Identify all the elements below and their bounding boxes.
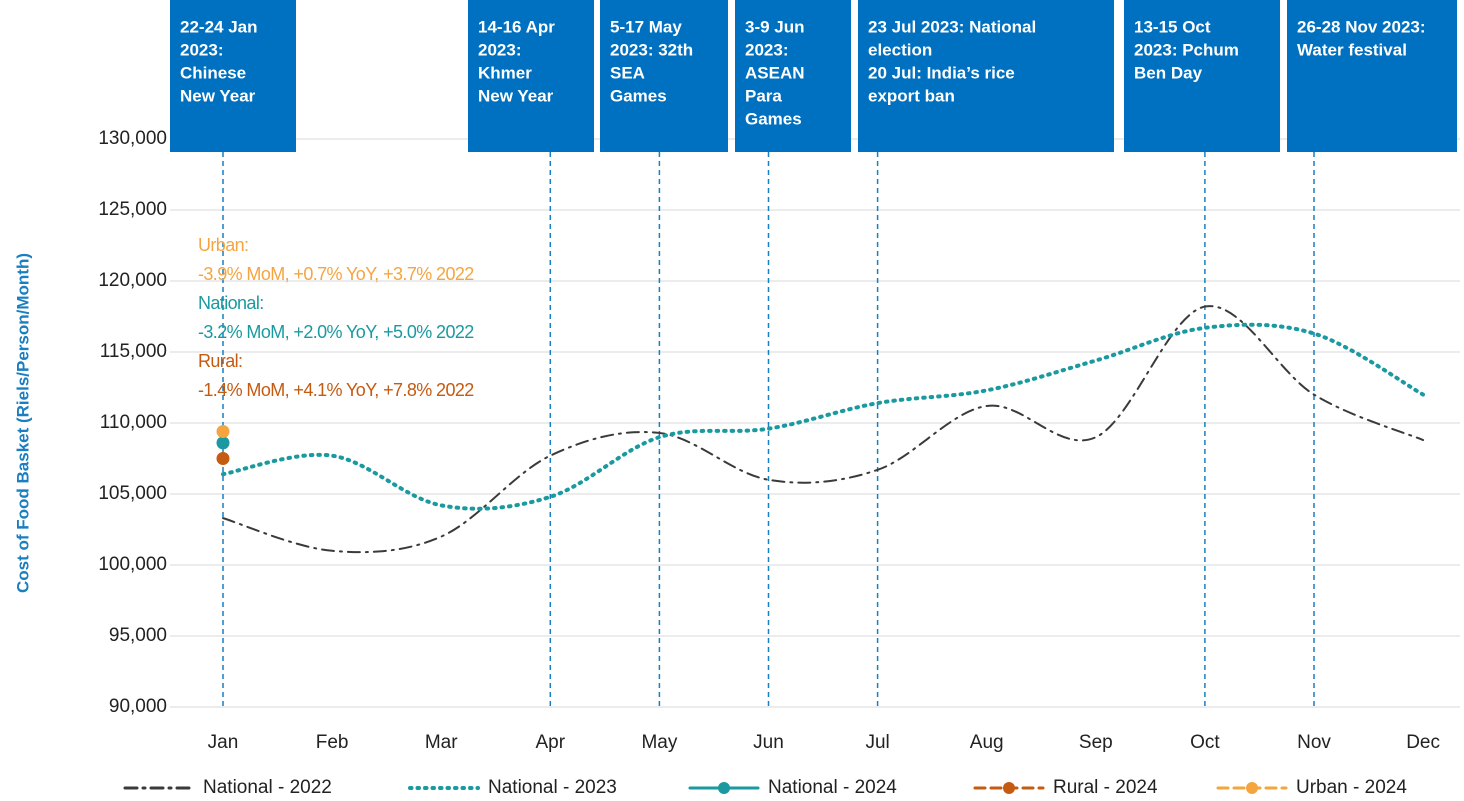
event-text: New Year	[478, 86, 554, 105]
x-tick-label: Dec	[1406, 732, 1440, 753]
note-text: -3.9% MoM, +0.7% YoY, +3.7% 2022	[198, 264, 474, 284]
y-tick-label: 90,000	[109, 696, 167, 717]
event-box	[858, 0, 1114, 152]
note-text: -1.4% MoM, +4.1% YoY, +7.8% 2022	[198, 380, 474, 400]
event-text: Games	[610, 86, 667, 105]
legend-label: National - 2023	[488, 777, 617, 798]
event-box	[468, 0, 594, 152]
event-text: Water festival	[1297, 40, 1407, 59]
event-text: ASEAN	[745, 63, 805, 82]
event-box	[170, 0, 296, 152]
legend-label: Rural - 2024	[1053, 777, 1158, 798]
event-text: 26-28 Nov 2023:	[1297, 17, 1426, 36]
event-text: 20 Jul: India’s rice	[868, 63, 1015, 82]
x-tick-label: Jul	[865, 732, 889, 753]
event-text: SEA	[610, 63, 645, 82]
x-tick-label: Nov	[1297, 732, 1331, 753]
event-text: 3-9 Jun	[745, 17, 805, 36]
legend-label: National - 2022	[203, 777, 332, 798]
event-text: Para	[745, 86, 782, 105]
event-text: 2023:	[745, 40, 788, 59]
y-axis-label: Cost of Food Basket (Riels/Person/Month)	[13, 253, 32, 593]
series-marker	[216, 452, 230, 465]
x-tick-label: Aug	[970, 732, 1004, 753]
note-name: National:	[198, 293, 264, 313]
event-text: Games	[745, 109, 802, 128]
event-text: New Year	[180, 86, 256, 105]
x-tick-label: Feb	[316, 732, 349, 753]
series-marker	[216, 436, 230, 450]
event-text: 13-15 Oct	[1134, 17, 1211, 36]
x-tick-label: May	[641, 732, 677, 753]
event-text: Ben Day	[1134, 63, 1203, 82]
event-box	[1287, 0, 1457, 152]
event-text: 5-17 May	[610, 17, 682, 36]
event-text: export ban	[868, 86, 955, 105]
x-tick-label: Mar	[425, 732, 458, 753]
note-name: Urban:	[198, 235, 248, 255]
note-text: -3.2% MoM, +2.0% YoY, +5.0% 2022	[198, 322, 474, 342]
y-tick-label: 125,000	[98, 199, 167, 220]
event-text: 22-24 Jan	[180, 17, 258, 36]
x-tick-label: Jun	[753, 732, 784, 753]
event-text: Chinese	[180, 63, 246, 82]
y-tick-label: 95,000	[109, 625, 167, 646]
y-tick-label: 105,000	[98, 483, 167, 504]
y-tick-label: 110,000	[100, 412, 167, 433]
event-text: election	[868, 40, 932, 59]
event-text: 2023:	[180, 40, 223, 59]
series-line	[222, 305, 1425, 554]
event-text: 23 Jul 2023: National	[868, 17, 1036, 36]
legend-marker	[1003, 782, 1015, 794]
series-marker	[216, 425, 230, 439]
event-text: 2023: 32th	[610, 40, 693, 59]
legend-marker	[1246, 782, 1258, 794]
x-tick-label: Apr	[536, 732, 566, 753]
legend-label: Urban - 2024	[1296, 777, 1407, 798]
y-tick-label: 100,000	[98, 554, 167, 575]
y-tick-label: 130,000	[98, 128, 167, 149]
event-box	[600, 0, 728, 152]
legend-label: National - 2024	[768, 777, 897, 798]
event-text: 14-16 Apr	[478, 17, 555, 36]
note-name: Rural:	[198, 351, 242, 371]
event-text: Khmer	[478, 63, 532, 82]
event-text: 2023: Pchum	[1134, 40, 1239, 59]
y-tick-label: 120,000	[98, 270, 167, 291]
x-tick-label: Oct	[1190, 732, 1220, 753]
event-box	[735, 0, 851, 152]
legend-marker	[718, 782, 730, 794]
series-line	[221, 322, 1426, 511]
y-tick-label: 115,000	[100, 341, 167, 362]
event-box	[1124, 0, 1280, 152]
x-tick-label: Jan	[208, 732, 239, 753]
x-tick-label: Sep	[1079, 732, 1113, 753]
event-text: 2023:	[478, 40, 521, 59]
